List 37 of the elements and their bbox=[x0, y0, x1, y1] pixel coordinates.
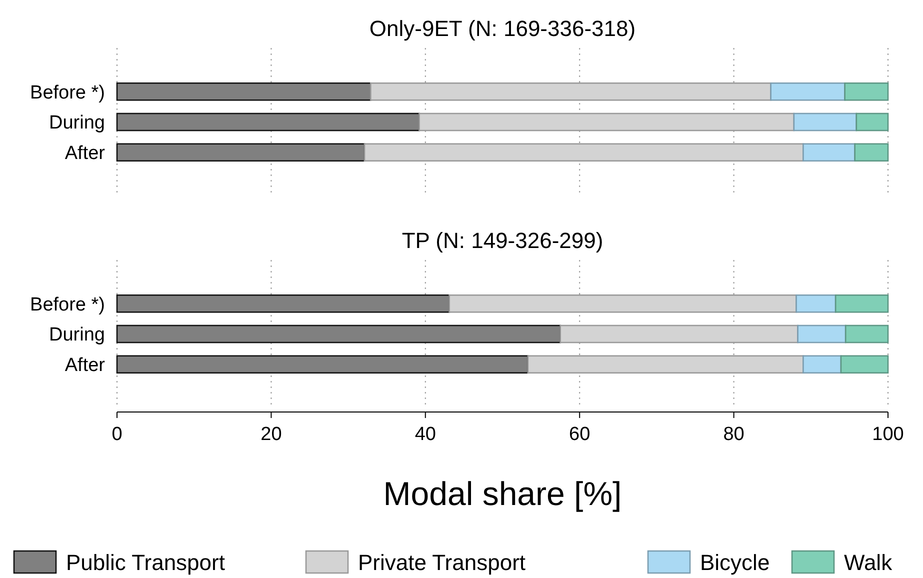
x-tick-label: 40 bbox=[414, 424, 436, 445]
legend-label: Walk bbox=[844, 550, 894, 575]
bar bbox=[796, 294, 836, 313]
legend-label: Bicycle bbox=[700, 550, 770, 575]
y-tick-label: After bbox=[64, 355, 106, 376]
bar bbox=[854, 143, 889, 162]
bar bbox=[856, 112, 889, 132]
y-tick-label: Before *) bbox=[30, 294, 105, 316]
x-tick-label: 100 bbox=[872, 424, 904, 445]
bar bbox=[844, 82, 889, 101]
bar bbox=[770, 82, 846, 101]
y-tick-label: During bbox=[49, 324, 105, 346]
legend-label: Public Transport bbox=[66, 550, 225, 575]
x-tick-label: 60 bbox=[569, 424, 590, 445]
x-axis-title: Modal share [%] bbox=[383, 475, 622, 512]
bar bbox=[844, 324, 889, 344]
chart-title: Only-9ET (N: 169-336-318) bbox=[369, 16, 636, 41]
x-tick-label: 20 bbox=[260, 424, 282, 445]
legend-label: Private Transport bbox=[358, 550, 526, 575]
bar bbox=[840, 355, 889, 374]
y-tick-label: During bbox=[49, 112, 105, 134]
y-tick-label: After bbox=[64, 143, 106, 164]
bar bbox=[793, 112, 858, 132]
chart-title: TP (N: 149-326-299) bbox=[402, 228, 604, 253]
bar bbox=[116, 82, 372, 101]
bar bbox=[116, 355, 529, 374]
x-tick-label: 0 bbox=[112, 424, 122, 445]
bar bbox=[802, 355, 842, 374]
bar bbox=[802, 143, 856, 162]
bar bbox=[116, 324, 561, 344]
bar bbox=[116, 143, 366, 162]
bar bbox=[834, 294, 889, 313]
bar bbox=[116, 112, 420, 132]
bar bbox=[797, 324, 846, 344]
x-tick-label: 80 bbox=[723, 424, 744, 445]
bar bbox=[116, 294, 450, 313]
y-tick-label: Before *) bbox=[30, 82, 105, 104]
